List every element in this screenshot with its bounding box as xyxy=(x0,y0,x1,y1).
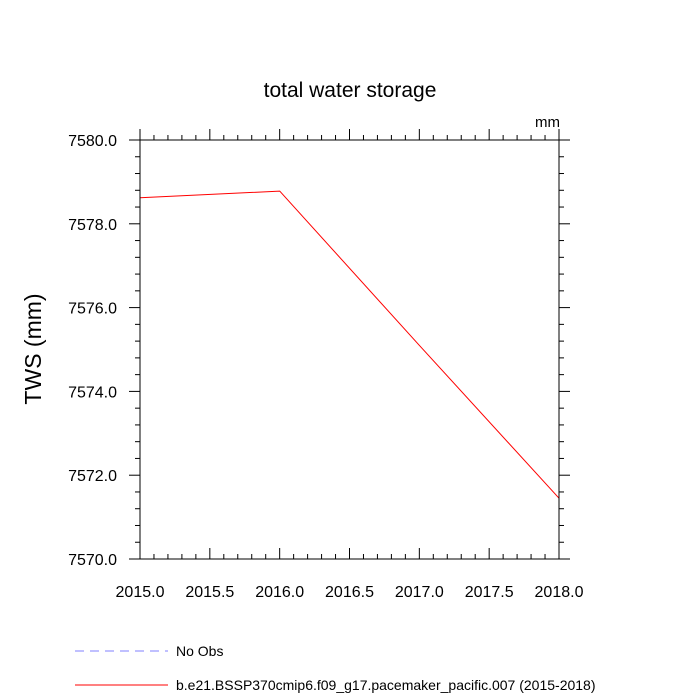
y-tick-label: 7574.0 xyxy=(68,384,117,401)
x-tick-labels: 2015.0 2015.5 2016.0 2016.5 2017.0 2017.5 2018… xyxy=(116,584,584,601)
x-tick-label: 2015.0 xyxy=(116,584,165,601)
legend-label-model: b.e21.BSSP370cmip6.f09_g17.pacemaker_pac… xyxy=(176,677,596,693)
x-tick-label: 2017.0 xyxy=(395,584,444,601)
x-tick-label: 2017.5 xyxy=(465,584,514,601)
x-tick-label: 2018.0 xyxy=(535,584,584,601)
y-tick-label: 7570.0 xyxy=(68,552,117,569)
chart-title: total water storage xyxy=(264,79,437,102)
legend-label-no-obs: No Obs xyxy=(176,643,223,659)
series-line-0 xyxy=(139,190,560,499)
y-tick-label: 7572.0 xyxy=(68,468,117,485)
minor-ticks xyxy=(135,135,564,559)
y-tick-labels: 7570.0 7572.0 7574.0 7576.0 7578.0 7580.0 xyxy=(68,133,117,569)
x-tick-label: 2015.5 xyxy=(185,584,234,601)
major-ticks xyxy=(129,129,570,560)
y-tick-label: 7578.0 xyxy=(68,217,117,234)
units-label: mm xyxy=(535,114,560,131)
y-axis-label: TWS (mm) xyxy=(20,293,46,404)
y-tick-label: 7580.0 xyxy=(68,133,117,150)
y-tick-label: 7576.0 xyxy=(68,301,117,318)
series-layer xyxy=(139,190,560,499)
x-tick-label: 2016.5 xyxy=(325,584,374,601)
legend: No Obs b.e21.BSSP370cmip6.f09_g17.pacema… xyxy=(75,643,596,693)
plot-frame xyxy=(139,139,560,560)
x-tick-label: 2016.0 xyxy=(255,584,304,601)
